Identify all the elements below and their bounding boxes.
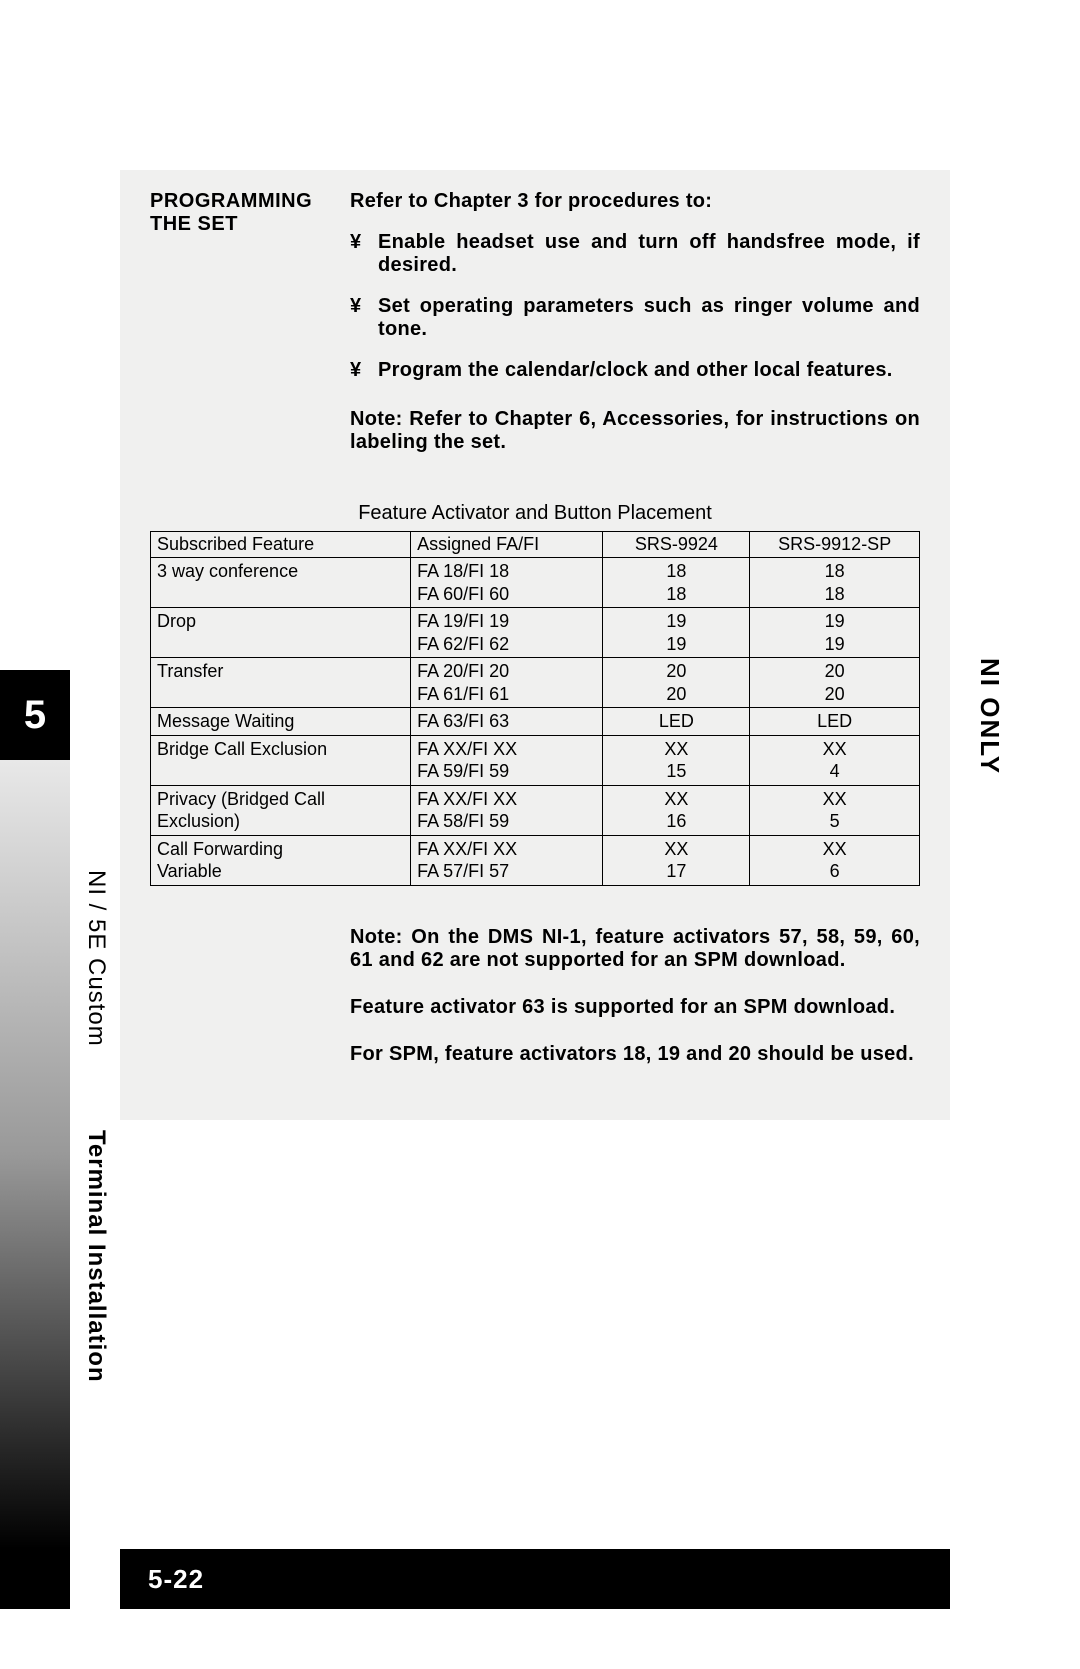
cell-srs9924: 2020 (603, 658, 750, 708)
cell-fa: FA 20/FI 20FA 61/FI 61 (411, 658, 603, 708)
bullet-item: ¥ Enable headset use and turn off handsf… (350, 231, 920, 277)
ni-only-label: NI ONLY (974, 658, 1005, 775)
col-header: SRS-9912-SP (750, 532, 920, 558)
bullet-mark: ¥ (350, 295, 378, 341)
cell-fa: FA XX/FI XXFA 59/FI 59 (411, 735, 603, 785)
content-area: PROGRAMMING THE SET Refer to Chapter 3 f… (120, 170, 950, 1120)
cell-srs9912sp: XX5 (750, 785, 920, 835)
section-heading: PROGRAMMING THE SET (150, 190, 350, 472)
cell-srs9912sp: 2020 (750, 658, 920, 708)
col-header: Subscribed Feature (151, 532, 411, 558)
bullet-text: Set operating parameters such as ringer … (378, 295, 920, 341)
chapter-tab: 5 (0, 670, 70, 760)
left-gradient-strip (0, 760, 70, 1549)
cell-srs9924: LED (603, 708, 750, 736)
cell-srs9912sp: 1919 (750, 608, 920, 658)
page-number: 5-22 (148, 1564, 204, 1595)
cell-feature: Privacy (Bridged CallExclusion) (151, 785, 411, 835)
page: PROGRAMMING THE SET Refer to Chapter 3 f… (0, 0, 1080, 1669)
table-body: 3 way conferenceFA 18/FI 18FA 60/FI 6018… (151, 558, 920, 886)
cell-srs9924: 1919 (603, 608, 750, 658)
cell-srs9912sp: LED (750, 708, 920, 736)
programming-section: PROGRAMMING THE SET Refer to Chapter 3 f… (150, 190, 920, 472)
cell-srs9912sp: XX6 (750, 835, 920, 885)
feature-table: Subscribed Feature Assigned FA/FI SRS-99… (150, 531, 920, 886)
cell-feature: Bridge Call Exclusion (151, 735, 411, 785)
bullet-mark: ¥ (350, 231, 378, 277)
table-row: Message WaitingFA 63/FI 63LEDLED (151, 708, 920, 736)
cell-srs9924: XX16 (603, 785, 750, 835)
section-prefix-label: NI / 5E Custom (82, 870, 110, 1047)
page-number-bar: 5-22 (120, 1549, 950, 1609)
table-row: 3 way conferenceFA 18/FI 18FA 60/FI 6018… (151, 558, 920, 608)
cell-feature: Transfer (151, 658, 411, 708)
cell-fa: FA XX/FI XXFA 57/FI 57 (411, 835, 603, 885)
heading-line2: THE SET (150, 213, 238, 235)
chapter-number: 5 (24, 693, 46, 738)
footnotes: Note: On the DMS NI-1, feature activator… (150, 926, 920, 1066)
table-row: Bridge Call ExclusionFA XX/FI XXFA 59/FI… (151, 735, 920, 785)
table-header-row: Subscribed Feature Assigned FA/FI SRS-99… (151, 532, 920, 558)
bullet-text: Program the calendar/clock and other loc… (378, 359, 920, 382)
cell-srs9912sp: XX4 (750, 735, 920, 785)
table-row: Call ForwardingVariableFA XX/FI XXFA 57/… (151, 835, 920, 885)
cell-feature: Drop (151, 608, 411, 658)
table-row: DropFA 19/FI 19FA 62/FI 6219191919 (151, 608, 920, 658)
section-body: Refer to Chapter 3 for procedures to: ¥ … (350, 190, 920, 472)
cell-fa: FA 18/FI 18FA 60/FI 60 (411, 558, 603, 608)
cell-srs9924: XX15 (603, 735, 750, 785)
cell-feature: Call ForwardingVariable (151, 835, 411, 885)
feature-table-wrap: Feature Activator and Button Placement S… (150, 502, 920, 886)
cell-fa: FA 19/FI 19FA 62/FI 62 (411, 608, 603, 658)
cell-feature: Message Waiting (151, 708, 411, 736)
left-black-strip (0, 1549, 70, 1609)
cell-feature: 3 way conference (151, 558, 411, 608)
table-row: Privacy (Bridged CallExclusion)FA XX/FI … (151, 785, 920, 835)
footnote: Feature activator 63 is supported for an… (350, 996, 920, 1019)
section-title-label: Terminal Installation (82, 1130, 110, 1383)
bullet-item: ¥ Set operating parameters such as ringe… (350, 295, 920, 341)
cell-fa: FA XX/FI XXFA 58/FI 59 (411, 785, 603, 835)
intro-text: Refer to Chapter 3 for procedures to: (350, 190, 920, 213)
bullet-item: ¥ Program the calendar/clock and other l… (350, 359, 920, 382)
col-header: Assigned FA/FI (411, 532, 603, 558)
cell-fa: FA 63/FI 63 (411, 708, 603, 736)
note-text: Note: Refer to Chapter 6, Accessories, f… (350, 408, 920, 454)
cell-srs9924: 1818 (603, 558, 750, 608)
table-caption: Feature Activator and Button Placement (150, 502, 920, 525)
bullet-text: Enable headset use and turn off handsfre… (378, 231, 920, 277)
footnote: For SPM, feature activators 18, 19 and 2… (350, 1043, 920, 1066)
col-header: SRS-9924 (603, 532, 750, 558)
cell-srs9912sp: 1818 (750, 558, 920, 608)
bullet-mark: ¥ (350, 359, 378, 382)
table-row: TransferFA 20/FI 20FA 61/FI 6120202020 (151, 658, 920, 708)
heading-line1: PROGRAMMING (150, 190, 312, 212)
cell-srs9924: XX17 (603, 835, 750, 885)
footnote: Note: On the DMS NI-1, feature activator… (350, 926, 920, 972)
